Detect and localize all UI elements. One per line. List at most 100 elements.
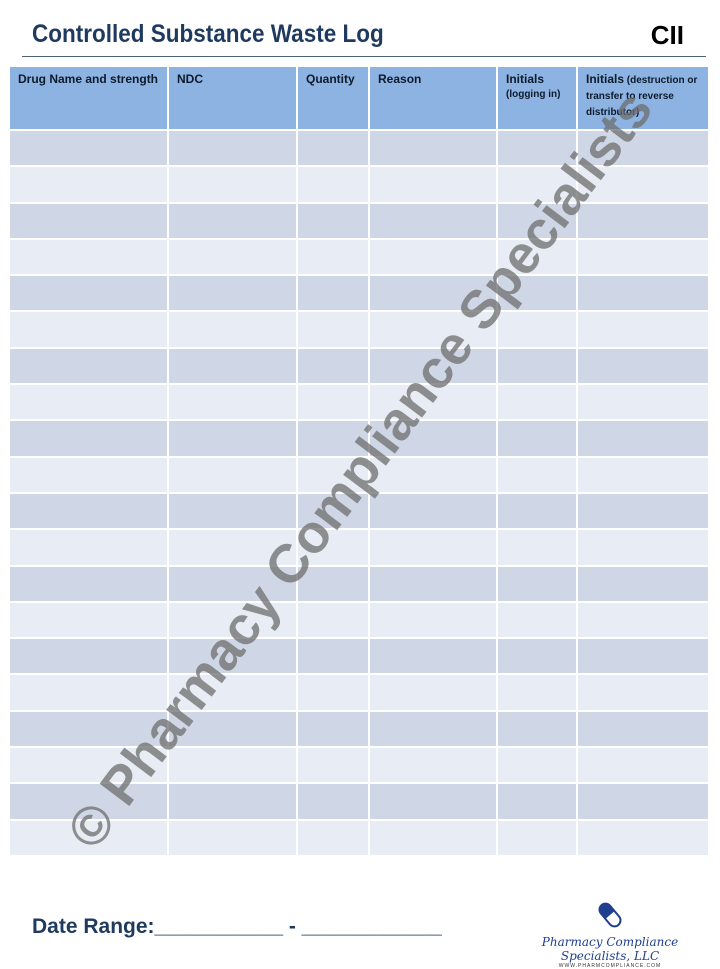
table-cell[interactable] <box>496 564 578 603</box>
table-cell[interactable] <box>167 128 298 168</box>
table-cell[interactable] <box>576 637 710 676</box>
table-cell[interactable] <box>496 274 578 313</box>
table-cell[interactable] <box>496 128 578 168</box>
table-cell[interactable] <box>167 419 298 458</box>
table-cell[interactable] <box>496 346 578 386</box>
table-cell[interactable] <box>496 237 578 277</box>
table-cell[interactable] <box>167 782 298 821</box>
table-cell[interactable] <box>368 383 498 422</box>
table-cell[interactable] <box>167 528 298 567</box>
table-cell[interactable] <box>576 673 710 712</box>
table-cell[interactable] <box>296 637 370 676</box>
table-cell[interactable] <box>576 564 710 603</box>
table-cell[interactable] <box>576 746 710 785</box>
table-cell[interactable] <box>296 165 370 204</box>
table-cell[interactable] <box>576 274 710 313</box>
table-cell[interactable] <box>8 746 169 785</box>
table-cell[interactable] <box>8 637 169 676</box>
table-cell[interactable] <box>8 274 169 313</box>
table-cell[interactable] <box>368 746 498 785</box>
table-cell[interactable] <box>8 128 169 168</box>
table-cell[interactable] <box>496 673 578 712</box>
table-cell[interactable] <box>576 237 710 277</box>
table-cell[interactable] <box>8 564 169 603</box>
table-cell[interactable] <box>368 491 498 531</box>
table-cell[interactable] <box>368 709 498 749</box>
table-cell[interactable] <box>296 673 370 712</box>
table-cell[interactable] <box>167 346 298 386</box>
table-cell[interactable] <box>296 346 370 386</box>
table-cell[interactable] <box>167 818 298 857</box>
table-cell[interactable] <box>296 383 370 422</box>
table-cell[interactable] <box>576 600 710 640</box>
table-cell[interactable] <box>296 818 370 857</box>
table-cell[interactable] <box>8 491 169 531</box>
table-cell[interactable] <box>296 274 370 313</box>
table-cell[interactable] <box>8 782 169 821</box>
table-cell[interactable] <box>576 709 710 749</box>
table-cell[interactable] <box>496 201 578 240</box>
table-cell[interactable] <box>296 564 370 603</box>
table-cell[interactable] <box>167 383 298 422</box>
table-cell[interactable] <box>167 274 298 313</box>
table-cell[interactable] <box>296 528 370 567</box>
table-cell[interactable] <box>8 165 169 204</box>
table-cell[interactable] <box>576 310 710 349</box>
table-cell[interactable] <box>576 818 710 857</box>
table-cell[interactable] <box>8 419 169 458</box>
table-cell[interactable] <box>576 165 710 204</box>
table-cell[interactable] <box>368 564 498 603</box>
table-cell[interactable] <box>576 782 710 821</box>
table-cell[interactable] <box>167 600 298 640</box>
table-cell[interactable] <box>368 528 498 567</box>
table-cell[interactable] <box>167 709 298 749</box>
table-cell[interactable] <box>496 637 578 676</box>
table-cell[interactable] <box>496 491 578 531</box>
table-cell[interactable] <box>576 528 710 567</box>
table-cell[interactable] <box>496 310 578 349</box>
table-cell[interactable] <box>167 564 298 603</box>
table-cell[interactable] <box>496 746 578 785</box>
table-cell[interactable] <box>8 600 169 640</box>
table-cell[interactable] <box>167 201 298 240</box>
table-cell[interactable] <box>368 637 498 676</box>
table-cell[interactable] <box>296 491 370 531</box>
table-cell[interactable] <box>368 782 498 821</box>
table-cell[interactable] <box>496 455 578 494</box>
table-cell[interactable] <box>296 709 370 749</box>
table-cell[interactable] <box>8 346 169 386</box>
table-cell[interactable] <box>368 128 498 168</box>
date-range-field[interactable]: Date Range:___________ - ____________ <box>32 915 442 938</box>
table-cell[interactable] <box>496 782 578 821</box>
table-cell[interactable] <box>368 237 498 277</box>
table-cell[interactable] <box>167 746 298 785</box>
table-cell[interactable] <box>576 128 710 168</box>
table-cell[interactable] <box>576 383 710 422</box>
table-cell[interactable] <box>368 455 498 494</box>
table-cell[interactable] <box>8 709 169 749</box>
table-cell[interactable] <box>368 346 498 386</box>
table-cell[interactable] <box>8 528 169 567</box>
table-cell[interactable] <box>368 165 498 204</box>
table-cell[interactable] <box>576 201 710 240</box>
table-cell[interactable] <box>496 528 578 567</box>
table-cell[interactable] <box>368 673 498 712</box>
table-cell[interactable] <box>496 600 578 640</box>
table-cell[interactable] <box>576 455 710 494</box>
table-cell[interactable] <box>8 818 169 857</box>
table-cell[interactable] <box>296 237 370 277</box>
table-cell[interactable] <box>8 673 169 712</box>
table-cell[interactable] <box>167 637 298 676</box>
table-cell[interactable] <box>8 237 169 277</box>
table-cell[interactable] <box>167 491 298 531</box>
table-cell[interactable] <box>296 746 370 785</box>
table-cell[interactable] <box>576 419 710 458</box>
table-cell[interactable] <box>8 201 169 240</box>
table-cell[interactable] <box>576 346 710 386</box>
table-cell[interactable] <box>496 383 578 422</box>
table-cell[interactable] <box>368 274 498 313</box>
table-cell[interactable] <box>496 818 578 857</box>
table-cell[interactable] <box>368 419 498 458</box>
table-cell[interactable] <box>368 818 498 857</box>
table-cell[interactable] <box>296 600 370 640</box>
